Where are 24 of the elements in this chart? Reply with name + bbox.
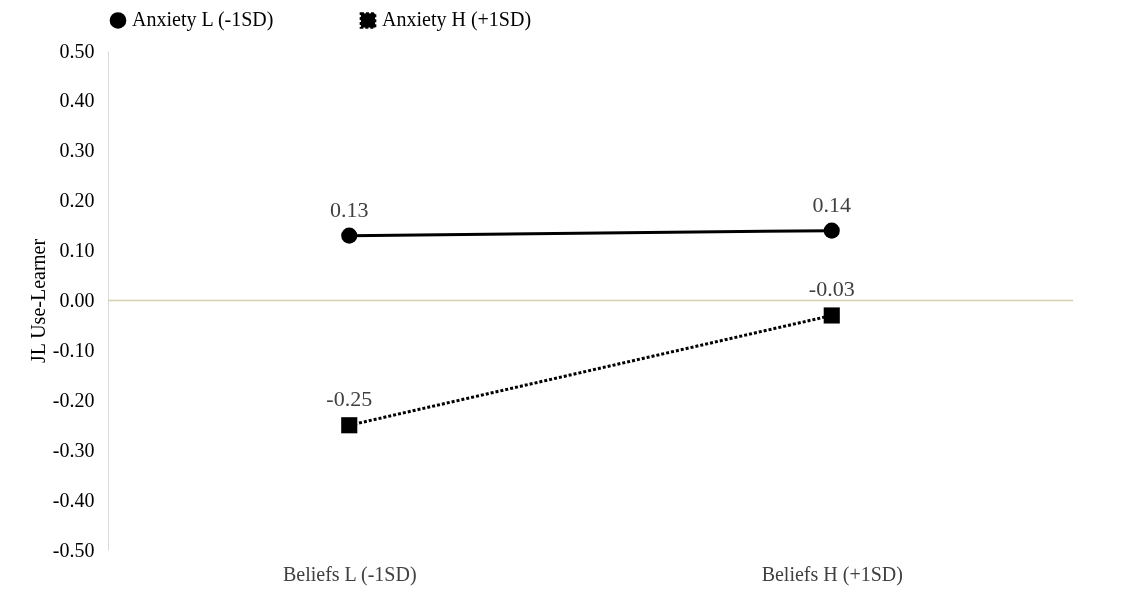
y-tick-label: -0.30 [52, 438, 95, 461]
y-tick-label: 0.10 [59, 239, 95, 262]
y-tick-label: -0.20 [52, 388, 95, 411]
y-axis-title: JL Use-Learner [26, 238, 49, 364]
data-label: -0.25 [326, 386, 373, 412]
y-tick-label: -0.10 [52, 338, 95, 361]
data-label: 0.14 [812, 191, 851, 217]
y-tick-label: 0.50 [59, 39, 95, 62]
point [823, 222, 840, 239]
y-tick-label: 0.40 [59, 89, 95, 112]
data-label: -0.03 [808, 276, 855, 302]
data-label: 0.13 [330, 196, 369, 222]
y-tick-label: -0.40 [52, 488, 95, 511]
x-tick-label: Beliefs L (-1SD) [282, 562, 417, 586]
legend-label: Anxiety L (-1SD) [132, 8, 274, 32]
y-tick-label: 0.00 [59, 289, 95, 311]
point [823, 307, 840, 324]
y-tick-label: 0.20 [59, 189, 95, 212]
y-tick-label: 0.30 [59, 139, 95, 162]
y-tick-label: -0.50 [52, 538, 95, 561]
x-tick-label: Beliefs H (+1SD) [761, 562, 903, 586]
legend-label: Anxiety H (+1SD) [382, 8, 532, 32]
point [341, 227, 358, 244]
point [341, 417, 358, 434]
